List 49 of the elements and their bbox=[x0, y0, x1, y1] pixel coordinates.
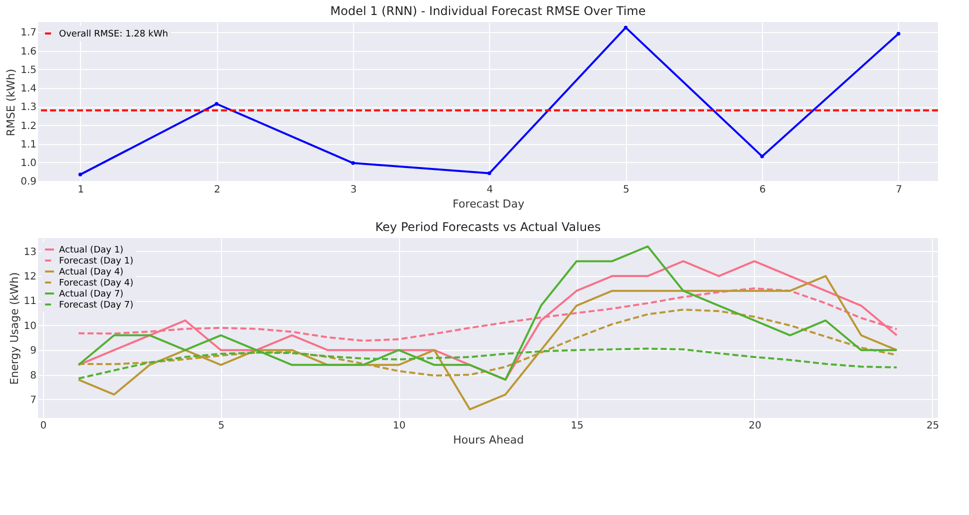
y-tick-label: 0.9 bbox=[20, 176, 36, 188]
legend-label: Overall RMSE: 1.28 kWh bbox=[59, 30, 168, 40]
chart-title: Key Period Forecasts vs Actual Values bbox=[375, 220, 601, 234]
y-tick-label: 1.2 bbox=[20, 120, 36, 132]
y-tick-label: 13 bbox=[24, 246, 36, 258]
y-tick-label: 7 bbox=[30, 394, 36, 406]
y-tick-label: 9 bbox=[30, 346, 36, 357]
x-tick-label: 3 bbox=[350, 184, 357, 196]
x-tick-label: 1 bbox=[78, 184, 84, 196]
x-tick-label: 4 bbox=[486, 184, 494, 196]
legend-label: Forecast (Day 4) bbox=[59, 278, 134, 288]
point bbox=[78, 172, 82, 176]
y-tick-label: 12 bbox=[24, 272, 36, 283]
y-tick-label: 1.3 bbox=[20, 102, 36, 114]
x-tick-label: 2 bbox=[214, 184, 220, 196]
point bbox=[487, 171, 492, 176]
x-tick-label: 10 bbox=[392, 420, 406, 432]
legend-label: Actual (Day 1) bbox=[59, 246, 124, 256]
y-tick-label: 1.5 bbox=[20, 64, 36, 76]
x-tick-label: 15 bbox=[570, 420, 584, 432]
legend-label: Forecast (Day 7) bbox=[59, 300, 134, 310]
y-axis-title: RMSE (kWh) bbox=[4, 68, 18, 136]
chart-title: Model 1 (RNN) - Individual Forecast RMSE Over Time bbox=[330, 4, 646, 18]
x-axis-title: Forecast Day bbox=[452, 198, 525, 210]
x-tick-label: 5 bbox=[623, 184, 630, 196]
y-tick-label: 1.4 bbox=[20, 84, 36, 95]
y-tick-label: 8 bbox=[30, 370, 36, 382]
x-tick-label: 7 bbox=[896, 184, 902, 196]
y-tick-label: 1.7 bbox=[20, 28, 36, 39]
legend-label: Actual (Day 4) bbox=[59, 268, 124, 278]
y-tick-label: 10 bbox=[24, 320, 36, 332]
y-tick-label: 1.0 bbox=[20, 158, 36, 169]
y-tick-label: 1.1 bbox=[20, 139, 36, 150]
point bbox=[351, 161, 355, 165]
x-tick-label: 5 bbox=[218, 420, 225, 432]
x-tick-label: 6 bbox=[759, 184, 766, 196]
point bbox=[896, 32, 900, 36]
y-tick-label: 11 bbox=[24, 296, 36, 308]
point bbox=[214, 102, 219, 106]
x-tick-label: 25 bbox=[926, 420, 940, 432]
x-tick-label: 0 bbox=[40, 420, 47, 432]
point bbox=[624, 26, 628, 30]
point bbox=[760, 154, 764, 158]
legend-label: Forecast (Day 1) bbox=[59, 256, 134, 266]
legend-label: Actual (Day 7) bbox=[59, 290, 124, 300]
y-tick-label: 1.6 bbox=[20, 46, 36, 58]
y-axis-title: Energy Usage (kWh) bbox=[8, 272, 21, 385]
x-axis-title: Hours Ahead bbox=[453, 434, 524, 446]
x-tick-label: 20 bbox=[748, 420, 762, 432]
